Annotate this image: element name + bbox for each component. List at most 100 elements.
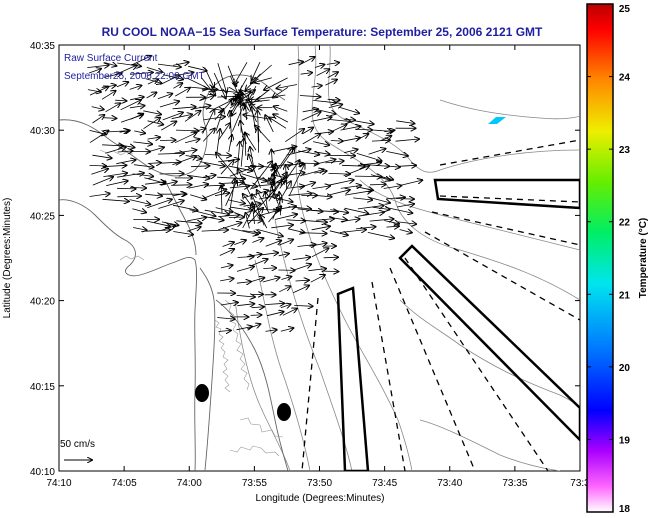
colorbar-tick-label: 20 [619,363,631,374]
current-arrow [157,94,172,100]
current-arrow [218,330,231,331]
current-arrow [145,230,171,231]
coastline [59,74,289,471]
current-arrow [262,278,280,283]
scale-label: 50 cm/s [60,439,95,450]
current-arrow [267,312,284,317]
current-arrow [172,62,189,65]
current-arrow [159,174,184,175]
current-arrow [380,136,391,141]
current-arrow [102,145,123,146]
current-arrow [252,238,263,243]
current-arrow [381,177,393,180]
current-arrow [328,104,342,107]
current-arrow [202,110,215,134]
sampling-zones [336,178,580,471]
current-arrow [313,100,336,102]
current-arrow [132,209,146,213]
y-tick-label: 40:25 [30,211,55,222]
current-arrow [131,56,151,66]
current-arrow [386,197,405,199]
current-arrow [162,112,183,121]
current-arrow [329,217,347,220]
current-arrow [174,133,196,144]
current-arrow [328,180,353,186]
current-arrow [279,286,290,293]
current-arrow [89,165,107,166]
current-arrow [91,107,104,110]
current-arrow [158,153,184,154]
current-arrow [344,207,369,213]
current-arrow [384,130,394,132]
current-arrow [263,268,276,269]
y-axis-label: Latitude (Degrees:Minutes) [2,198,13,319]
current-arrow [288,193,311,195]
x-tick-label: 74:05 [112,478,137,489]
current-arrow [311,210,338,212]
current-arrow [279,160,300,189]
colorbar-tick-label: 21 [619,290,631,301]
current-arrow [119,131,130,133]
current-arrow [398,222,416,224]
current-arrow [292,257,311,260]
current-arrow [228,217,244,218]
current-arrow [355,227,376,229]
current-arrow [302,170,324,176]
current-arrow [327,72,338,78]
current-arrow [279,192,281,216]
current-arrow [299,57,315,66]
current-arrow [146,147,164,153]
colorbar-tick-label: 25 [619,4,631,15]
current-arrow [229,186,249,188]
current-arrow [314,171,326,173]
current-arrow [103,73,122,78]
current-arrow [143,118,161,130]
current-arrow [257,94,286,99]
current-arrow [143,110,161,115]
current-arrow [203,129,215,142]
current-arrow [250,147,255,168]
current-arrow [288,164,304,197]
current-arrow [344,191,372,196]
y-tick-label: 40:20 [30,297,55,308]
current-arrow [103,118,116,119]
current-arrow [173,83,182,89]
current-arrow [312,108,335,114]
current-arrow [328,119,350,121]
current-arrow [302,134,320,145]
current-arrow [204,209,229,214]
current-arrow [173,193,185,195]
current-arrow [285,129,304,143]
current-arrow [313,142,329,146]
current-arrow [217,177,245,179]
current-arrow [251,307,264,308]
current-arrow [220,302,238,305]
current-arrow [188,184,209,189]
current-arrow [172,156,196,166]
overlay-current-timestamp: September25, 2006 22:00 GMT [64,71,205,82]
current-arrow [213,72,226,98]
current-arrow [280,304,291,308]
current-arrow [217,123,230,141]
current-arrow [316,219,334,221]
current-arrow [341,138,360,142]
current-arrow [282,309,297,316]
current-arrow [202,189,226,200]
current-arrow [395,199,414,200]
current-arrow [277,84,298,89]
current-arrow [301,112,321,121]
current-arrow [329,230,348,235]
buoy-marker [195,384,209,402]
current-arrow [89,87,108,96]
current-arrow [144,182,165,184]
current-arrow [217,63,227,92]
current-arrow [308,269,327,271]
current-arrow [89,194,110,197]
current-arrow [357,206,384,210]
current-arrow [105,147,126,154]
current-arrow [173,232,193,235]
current-arrow [236,295,255,297]
current-arrow [251,278,265,282]
current-arrow [172,107,196,109]
current-arrow [201,230,228,231]
